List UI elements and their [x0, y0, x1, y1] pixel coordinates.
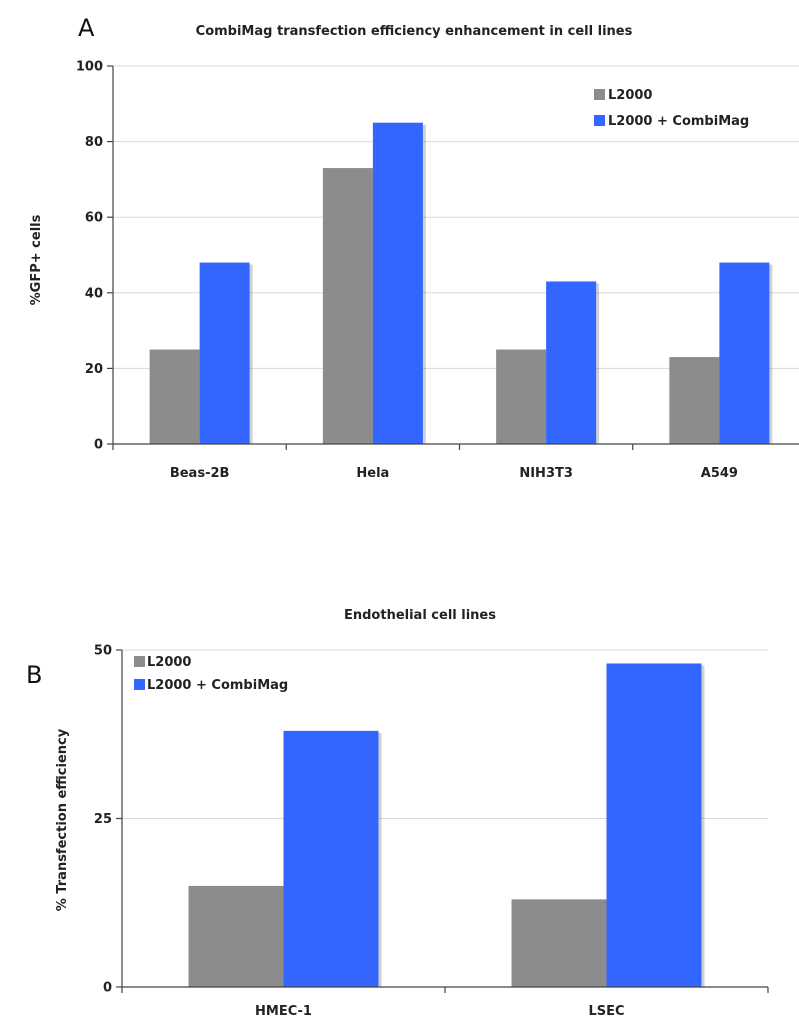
bar-l2000-combimag — [546, 281, 597, 444]
legend-swatch-combimag — [134, 679, 145, 690]
chart-b-axes: 0 25 50 HMEC-1 LSEC — [94, 644, 769, 1019]
chart-b-title: Endothelial cell lines — [344, 608, 496, 623]
y-tick-label: 0 — [103, 981, 112, 996]
chart-a-legend: L2000 L2000 + CombiMag — [594, 88, 749, 129]
chart-b-legend: L2000 L2000 + CombiMag — [134, 655, 288, 693]
legend-swatch-l2000 — [134, 656, 145, 667]
legend-label-l2000: L2000 — [147, 655, 191, 670]
bar-l2000-combimag — [283, 730, 379, 987]
bar-l2000-combimag — [606, 663, 702, 987]
y-tick-label: 20 — [85, 362, 103, 377]
bar-l2000-combimag — [199, 262, 250, 444]
x-tick-label: A549 — [701, 466, 738, 481]
bar-l2000-combimag — [719, 262, 770, 444]
bar-l2000 — [149, 349, 200, 444]
x-tick-label: HMEC-1 — [255, 1004, 312, 1019]
x-tick-label: NIH3T3 — [519, 466, 573, 481]
x-tick-label: LSEC — [588, 1004, 624, 1019]
legend-label-l2000: L2000 — [608, 88, 652, 103]
y-tick-label: 50 — [94, 644, 112, 659]
chart-b-ylabel: % Transfection efficiency — [55, 728, 70, 911]
bar-l2000 — [511, 899, 607, 987]
bar-l2000-combimag — [372, 122, 423, 444]
panel-letter-a: A — [78, 14, 95, 42]
bar-l2000 — [669, 357, 720, 444]
chart-a-ylabel: %GFP+ cells — [29, 214, 44, 305]
panel-letter-b: B — [26, 661, 42, 689]
legend-label-combimag: L2000 + CombiMag — [147, 678, 288, 693]
bar-l2000 — [322, 168, 373, 444]
legend-swatch-l2000 — [594, 89, 605, 100]
chart-b: B Endothelial cell lines 0 25 50 HMEC-1 LSEC… — [26, 608, 769, 1019]
y-tick-label: 0 — [94, 438, 103, 453]
y-tick-label: 25 — [94, 812, 112, 827]
legend-swatch-combimag — [594, 115, 605, 126]
x-tick-label: Hela — [356, 466, 389, 481]
x-tick-label: Beas-2B — [170, 466, 230, 481]
y-tick-label: 60 — [85, 211, 103, 226]
chart-a-title: CombiMag transfection efficiency enhance… — [196, 24, 633, 39]
chart-b-bars — [188, 663, 705, 987]
y-tick-label: 100 — [76, 60, 103, 75]
legend-label-combimag: L2000 + CombiMag — [608, 114, 749, 129]
y-tick-label: 40 — [85, 286, 103, 301]
bar-l2000 — [496, 349, 547, 444]
chart-a-bars — [149, 122, 773, 444]
chart-a-axes: 0 20 40 60 80 100 Beas-2B Hela NIH3T3 A549 — [76, 60, 799, 481]
bar-l2000 — [188, 885, 284, 987]
y-tick-label: 80 — [85, 135, 103, 150]
chart-a: A CombiMag transfection efficiency enhan… — [29, 14, 799, 481]
